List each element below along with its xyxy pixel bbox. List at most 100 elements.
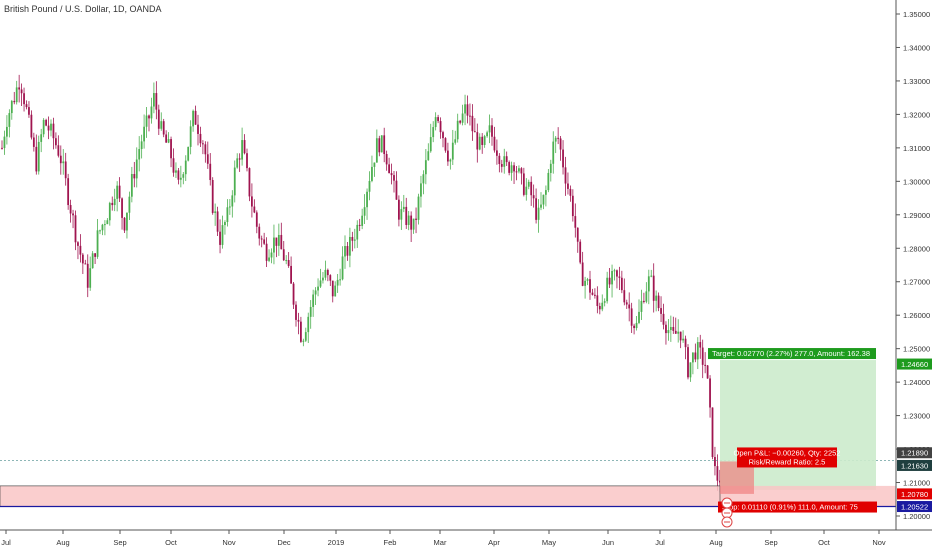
candle-body <box>236 158 239 168</box>
candle-body <box>329 275 332 281</box>
candle-body <box>508 162 511 173</box>
candle-body <box>402 206 405 210</box>
candle-body <box>20 89 23 94</box>
candle-body <box>635 322 638 329</box>
candle-body <box>336 279 339 286</box>
candle-body <box>692 352 694 363</box>
time-axis[interactable]: Jul Aug Sep Oct Nov Dec 2019 Feb Mar Apr May Jun Jul… <box>0 529 932 547</box>
candle-body <box>111 202 114 206</box>
candle-body <box>67 178 70 206</box>
candle-body <box>527 181 530 187</box>
candle-body <box>285 260 288 262</box>
candle-body <box>383 135 386 155</box>
time-tick-label: Nov <box>872 538 886 547</box>
time-tick-label: Nov <box>222 538 236 547</box>
candle-body <box>202 143 204 145</box>
candle-body <box>37 141 40 172</box>
stop-zone[interactable] <box>0 485 896 507</box>
candle-body <box>518 168 520 172</box>
candle-body <box>375 138 378 163</box>
candle-body <box>532 195 535 199</box>
candle-body <box>243 140 246 154</box>
candle-body <box>616 270 618 277</box>
candle-body <box>432 127 435 138</box>
candle-body <box>219 231 221 245</box>
candle-body <box>378 138 381 153</box>
price-axis[interactable]: 1.35000 1.34000 1.33000 1.32000 1.31000 1.300… <box>895 0 930 530</box>
candle-body <box>221 225 224 245</box>
candle-body <box>145 115 148 127</box>
candle-body <box>549 163 552 173</box>
target-label-bg <box>708 348 876 360</box>
candle-body <box>47 125 50 131</box>
candle-body <box>469 115 471 117</box>
candle-body <box>625 302 628 305</box>
candle-body <box>400 209 403 220</box>
candle-body <box>255 212 258 227</box>
candle-body <box>184 160 187 175</box>
stop-label[interactable]: Stop: 0.01110 (0.91%) 111.0, Amount: 75 <box>718 501 877 513</box>
target-label[interactable]: Target: 0.02770 (2.27%) 277.0, Amount: 1… <box>708 348 876 360</box>
candle-body <box>451 142 454 160</box>
candle-body <box>471 115 474 132</box>
time-tick-label: Aug <box>56 538 69 547</box>
time-tick-label: Jul <box>655 538 665 547</box>
candle-body <box>459 120 462 123</box>
stop-price-label-bg <box>897 501 932 513</box>
candle-body <box>74 215 77 243</box>
candle-body <box>420 183 422 197</box>
target-label-text: Target: 0.02770 (2.27%) 277.0, Amount: 1… <box>712 349 870 358</box>
candle-body <box>353 239 356 241</box>
price-tick-label: 1.30000 <box>903 177 930 186</box>
candle-body <box>618 276 621 278</box>
candle-body <box>537 207 540 220</box>
open-pnl-label[interactable]: Open P&L: −0.00260, Qty: 2252Risk/Reward… <box>734 447 841 468</box>
candle-body <box>547 172 550 191</box>
candle-body <box>214 211 217 213</box>
candle-body <box>488 125 491 133</box>
candle-body <box>371 166 373 181</box>
candle-body <box>121 198 123 218</box>
candle-body <box>496 150 498 156</box>
risk-reward-text: Risk/Reward Ratio: 2.5 <box>749 457 826 466</box>
candle-body <box>246 153 248 169</box>
candle-body <box>189 126 192 147</box>
candle-body <box>368 180 371 192</box>
candle-body <box>393 175 395 181</box>
candle-body <box>23 93 25 105</box>
candle-body <box>8 113 11 127</box>
price-tick-label: 1.34000 <box>903 43 930 52</box>
time-tick-label: 2019 <box>328 538 345 547</box>
candle-body <box>263 239 266 244</box>
candle-body <box>500 164 503 167</box>
candle-body <box>650 275 653 277</box>
candle-body <box>557 137 560 139</box>
candle-body <box>280 234 283 250</box>
candle-body <box>415 218 417 220</box>
candle-body <box>672 327 675 331</box>
price-tick-label: 1.26000 <box>903 311 930 320</box>
candle-body <box>101 224 104 231</box>
candle-body <box>603 301 606 303</box>
candle-body <box>559 138 562 150</box>
candle-body <box>694 352 697 360</box>
price-tick-label: 1.33000 <box>903 77 930 86</box>
candle-body <box>442 132 444 139</box>
candle-body <box>295 304 297 320</box>
current-price-label-b-bg <box>897 459 932 471</box>
candle-body <box>640 300 643 312</box>
position-overlay[interactable]: Target: 0.02770 (2.27%) 277.0, Amount: 1… <box>0 348 896 528</box>
candle-body <box>620 277 623 291</box>
candle-body <box>153 93 155 107</box>
candle-body <box>15 87 18 103</box>
candle-body <box>410 215 413 230</box>
candle-body <box>30 114 33 138</box>
candle-body <box>591 292 594 295</box>
candle-body <box>84 263 87 265</box>
candle-body <box>253 206 256 213</box>
candle-body <box>412 218 415 230</box>
candle-body <box>388 164 390 174</box>
candle-body <box>10 100 13 114</box>
candle-body <box>6 126 8 137</box>
